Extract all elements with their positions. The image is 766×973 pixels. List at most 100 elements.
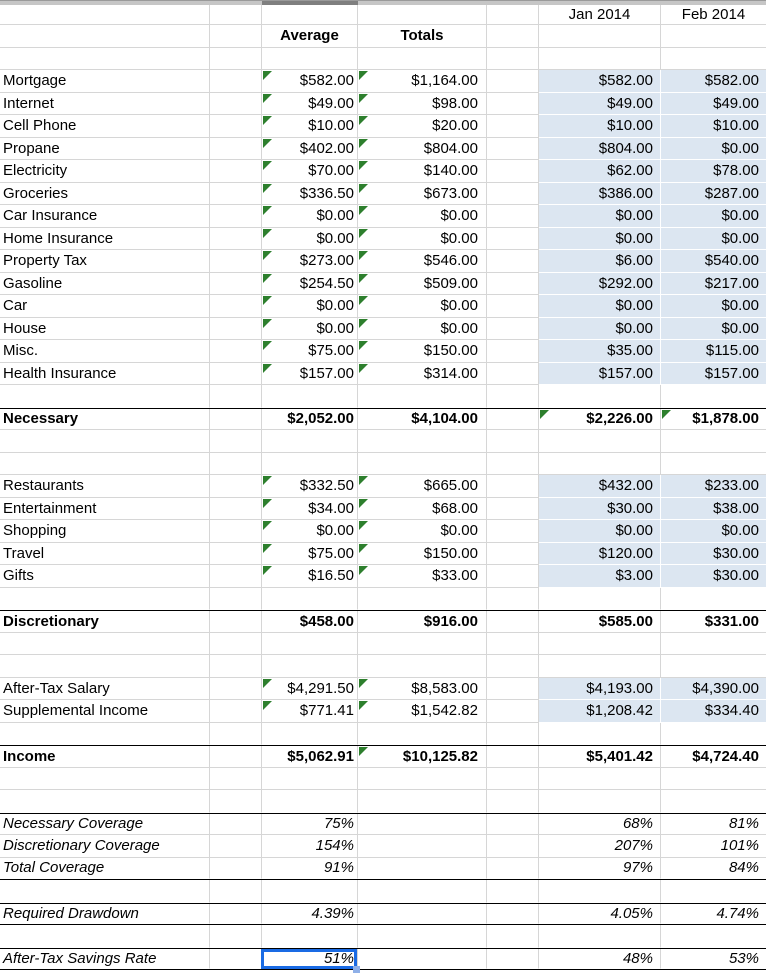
cell-car-insurance-label[interactable]: Car Insurance (0, 205, 210, 228)
cell-internet-feb[interactable]: $49.00 (661, 92, 766, 115)
cell-income-feb[interactable]: $4,724.40 (661, 746, 766, 768)
cell-blank-3-spacer2[interactable] (487, 430, 539, 453)
cell-internet-jan[interactable]: $49.00 (539, 92, 661, 115)
cell-gasoline-spacer1[interactable] (210, 272, 262, 295)
cell-misc-spacer2[interactable] (487, 340, 539, 363)
cell-blank-11-label[interactable] (0, 880, 210, 903)
cell-after-tax-savings-rate-spacer1[interactable] (210, 948, 262, 969)
cell-restaurants-jan[interactable]: $432.00 (539, 475, 661, 498)
cell-blank-3-totals[interactable] (358, 430, 487, 453)
cell-entertainment-label[interactable]: Entertainment (0, 497, 210, 520)
cell-column-headers-feb[interactable] (661, 25, 766, 48)
cell-blank-1-label[interactable] (0, 47, 210, 70)
cell-discretionary-jan[interactable]: $585.00 (539, 611, 661, 633)
cell-month-headers-average[interactable] (262, 5, 358, 25)
cell-required-drawdown-spacer1[interactable] (210, 903, 262, 924)
cell-supplemental-income-feb[interactable]: $334.40 (661, 700, 766, 723)
cell-necessary-spacer1[interactable] (210, 408, 262, 430)
cell-internet-average[interactable]: $49.00 (262, 92, 358, 115)
cell-restaurants-average[interactable]: $332.50 (262, 475, 358, 498)
cell-home-insurance-average[interactable]: $0.00 (262, 227, 358, 250)
cell-blank-1-spacer2[interactable] (487, 47, 539, 70)
cell-cell-phone-average[interactable]: $10.00 (262, 115, 358, 138)
cell-blank-5-spacer2[interactable] (487, 587, 539, 610)
cell-blank-6-label[interactable] (0, 632, 210, 655)
cell-column-headers-spacer2[interactable] (487, 25, 539, 48)
cell-necessary-coverage-label[interactable]: Necessary Coverage (0, 813, 210, 835)
cell-entertainment-totals[interactable]: $68.00 (358, 497, 487, 520)
cell-internet-spacer2[interactable] (487, 92, 539, 115)
cell-month-headers-label[interactable] (0, 5, 210, 25)
cell-electricity-spacer2[interactable] (487, 160, 539, 183)
cell-necessary-coverage-spacer1[interactable] (210, 813, 262, 835)
cell-blank-11-average[interactable] (262, 880, 358, 903)
cell-internet-label[interactable]: Internet (0, 92, 210, 115)
cell-discretionary-feb[interactable]: $331.00 (661, 611, 766, 633)
cell-shopping-spacer1[interactable] (210, 520, 262, 543)
cell-internet-totals[interactable]: $98.00 (358, 92, 487, 115)
cell-blank-6-average[interactable] (262, 632, 358, 655)
cell-electricity-average[interactable]: $70.00 (262, 160, 358, 183)
cell-necessary-label[interactable]: Necessary (0, 408, 210, 430)
cell-necessary-totals[interactable]: $4,104.00 (358, 408, 487, 430)
cell-misc-average[interactable]: $75.00 (262, 340, 358, 363)
cell-blank-1-feb[interactable] (661, 48, 766, 70)
cell-car-insurance-totals[interactable]: $0.00 (358, 205, 487, 228)
cell-discretionary-coverage-totals[interactable] (358, 835, 487, 858)
cell-total-coverage-spacer2[interactable] (487, 857, 539, 879)
cell-mortgage-average[interactable]: $582.00 (262, 70, 358, 93)
cell-blank-8-totals[interactable] (358, 722, 487, 745)
cell-blank-5-jan[interactable] (539, 587, 661, 610)
cell-month-headers-feb[interactable]: Feb 2014 (661, 5, 766, 25)
cell-gifts-spacer1[interactable] (210, 565, 262, 588)
cell-required-drawdown-feb[interactable]: 4.74% (661, 904, 766, 925)
cell-gifts-average[interactable]: $16.50 (262, 565, 358, 588)
cell-restaurants-totals[interactable]: $665.00 (358, 475, 487, 498)
cell-supplemental-income-label[interactable]: Supplemental Income (0, 700, 210, 723)
cell-blank-11-spacer2[interactable] (487, 880, 539, 903)
cell-supplemental-income-jan[interactable]: $1,208.42 (539, 700, 661, 723)
cell-required-drawdown-label[interactable]: Required Drawdown (0, 903, 210, 924)
cell-blank-4-spacer2[interactable] (487, 452, 539, 475)
cell-groceries-totals[interactable]: $673.00 (358, 182, 487, 205)
cell-property-tax-spacer2[interactable] (487, 250, 539, 273)
cell-column-headers-jan[interactable] (539, 25, 661, 48)
cell-home-insurance-jan[interactable]: $0.00 (539, 227, 661, 250)
cell-required-drawdown-jan[interactable]: 4.05% (539, 903, 661, 924)
cell-blank-3-spacer1[interactable] (210, 430, 262, 453)
cell-shopping-average[interactable]: $0.00 (262, 520, 358, 543)
cell-blank-8-spacer2[interactable] (487, 722, 539, 745)
cell-blank-4-average[interactable] (262, 452, 358, 475)
cell-blank-8-spacer1[interactable] (210, 722, 262, 745)
cell-health-insurance-jan[interactable]: $157.00 (539, 362, 661, 385)
cell-blank-6-totals[interactable] (358, 632, 487, 655)
cell-gifts-spacer2[interactable] (487, 565, 539, 588)
cell-house-spacer2[interactable] (487, 317, 539, 340)
cell-car-jan[interactable]: $0.00 (539, 295, 661, 318)
cell-misc-totals[interactable]: $150.00 (358, 340, 487, 363)
cell-discretionary-average[interactable]: $458.00 (262, 611, 358, 633)
cell-entertainment-jan[interactable]: $30.00 (539, 497, 661, 520)
cell-car-totals[interactable]: $0.00 (358, 295, 487, 318)
cell-entertainment-spacer2[interactable] (487, 497, 539, 520)
cell-necessary-coverage-feb[interactable]: 81% (661, 814, 766, 835)
cell-required-drawdown-spacer2[interactable] (487, 903, 539, 924)
cell-home-insurance-spacer1[interactable] (210, 227, 262, 250)
cell-blank-4-totals[interactable] (358, 452, 487, 475)
cell-blank-5-totals[interactable] (358, 587, 487, 610)
cell-shopping-spacer2[interactable] (487, 520, 539, 543)
cell-blank-6-spacer2[interactable] (487, 632, 539, 655)
cell-blank-9-spacer1[interactable] (210, 767, 262, 790)
cell-supplemental-income-average[interactable]: $771.41 (262, 700, 358, 723)
cell-car-insurance-spacer1[interactable] (210, 205, 262, 228)
cell-cell-phone-jan[interactable]: $10.00 (539, 115, 661, 138)
cell-blank-10-feb[interactable] (661, 790, 766, 813)
cell-gasoline-feb[interactable]: $217.00 (661, 272, 766, 295)
cell-groceries-feb[interactable]: $287.00 (661, 182, 766, 205)
cell-after-tax-savings-rate-feb[interactable]: 53% (661, 949, 766, 970)
cell-column-headers-label[interactable] (0, 25, 210, 48)
cell-blank-7-label[interactable] (0, 655, 210, 678)
cell-discretionary-spacer2[interactable] (487, 611, 539, 633)
cell-gasoline-spacer2[interactable] (487, 272, 539, 295)
cell-car-spacer2[interactable] (487, 295, 539, 318)
